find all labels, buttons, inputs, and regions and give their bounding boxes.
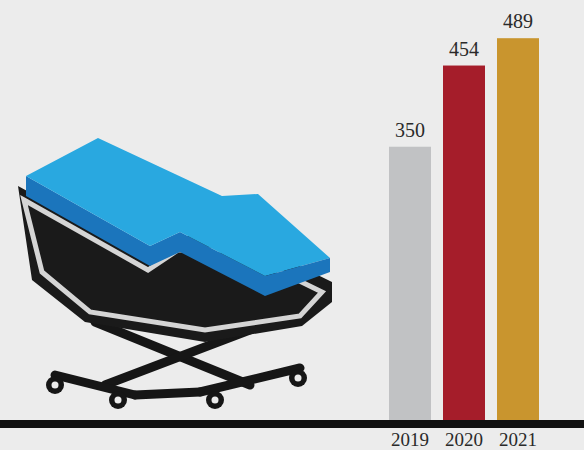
bar [497, 38, 539, 420]
data-labels: 350 454 489 [395, 10, 533, 141]
bed-wheel [206, 391, 224, 409]
background [0, 0, 584, 450]
bar [443, 66, 485, 420]
mattress-top [26, 138, 330, 276]
data-label: 489 [503, 10, 533, 32]
bed-wheel [46, 376, 64, 394]
mattress-side [265, 258, 330, 296]
bed-base [135, 392, 200, 395]
bed-wheel [109, 391, 127, 409]
chart: 350 454 489 2019 2020 2021 [0, 0, 584, 450]
baseline [0, 420, 584, 428]
bed-wheel-hub [52, 382, 59, 389]
x-tick-label: 2019 [391, 429, 429, 450]
bed-illustration [18, 138, 332, 409]
bed-base [55, 375, 135, 395]
bed-wheel-hub [115, 397, 122, 404]
data-label: 454 [449, 38, 479, 60]
bed-wheel-hub [212, 397, 219, 404]
bars [389, 38, 539, 420]
bed-wheel [289, 369, 307, 387]
x-tick-label: 2021 [499, 429, 537, 450]
bar [389, 147, 431, 420]
bed-base [200, 368, 300, 392]
data-label: 350 [395, 119, 425, 141]
bed-wheel-hub [295, 375, 302, 382]
x-tick-label: 2020 [445, 429, 483, 450]
